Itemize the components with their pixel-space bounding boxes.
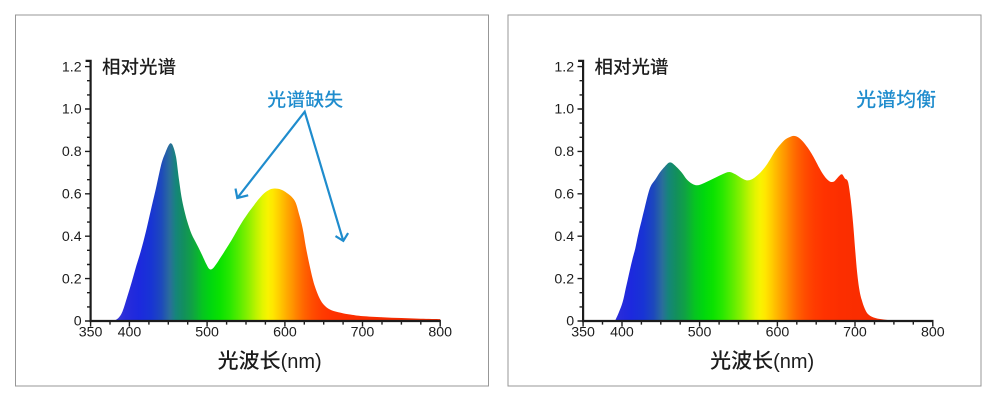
svg-text:500: 500 — [688, 324, 712, 340]
svg-text:0.6: 0.6 — [62, 187, 82, 203]
svg-text:(nm): (nm) — [773, 351, 814, 373]
svg-text:1.2: 1.2 — [554, 59, 574, 75]
svg-text:0.2: 0.2 — [554, 271, 574, 287]
svg-text:0.8: 0.8 — [554, 144, 574, 160]
svg-text:1.0: 1.0 — [62, 102, 82, 118]
svg-text:1.0: 1.0 — [554, 102, 574, 118]
svg-text:350: 350 — [79, 324, 103, 340]
svg-text:700: 700 — [843, 324, 867, 340]
svg-text:0: 0 — [566, 314, 574, 330]
svg-text:1.2: 1.2 — [62, 59, 82, 75]
svg-text:0.6: 0.6 — [554, 187, 574, 203]
svg-text:0.2: 0.2 — [62, 271, 82, 287]
svg-text:0.8: 0.8 — [62, 144, 82, 160]
svg-text:(nm): (nm) — [281, 351, 322, 373]
svg-text:400: 400 — [118, 324, 142, 340]
svg-text:400: 400 — [610, 324, 634, 340]
svg-text:0.4: 0.4 — [554, 229, 574, 245]
svg-text:600: 600 — [766, 324, 790, 340]
svg-text:800: 800 — [428, 324, 452, 340]
svg-text:800: 800 — [921, 324, 945, 340]
svg-text:0: 0 — [74, 314, 82, 330]
svg-text:350: 350 — [571, 324, 595, 340]
svg-text:600: 600 — [273, 324, 297, 340]
svg-text:500: 500 — [195, 324, 219, 340]
svg-text:0.4: 0.4 — [62, 229, 82, 245]
svg-text:700: 700 — [351, 324, 375, 340]
